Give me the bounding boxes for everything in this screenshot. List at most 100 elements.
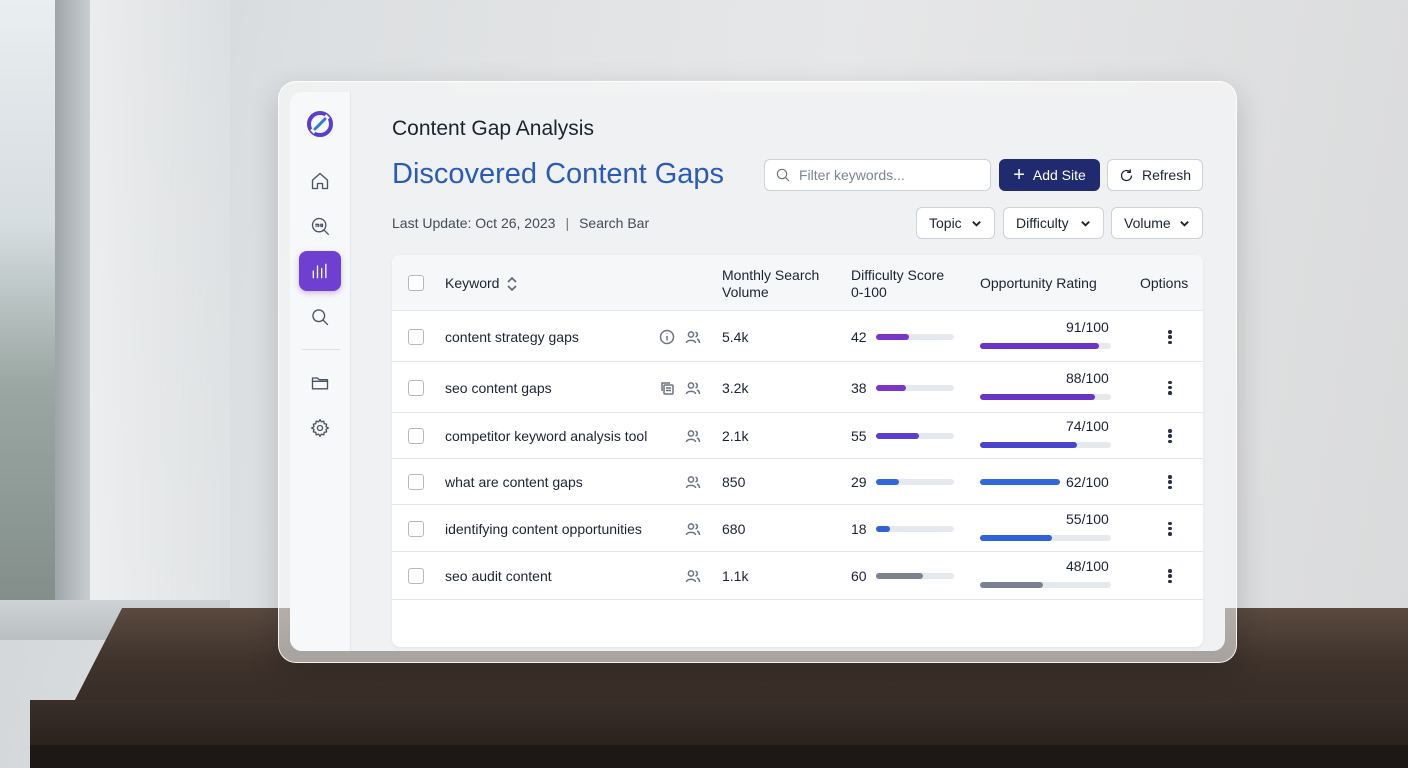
- header-monthly-search-volume[interactable]: Monthly Search Volume: [722, 267, 819, 301]
- users-icon[interactable]: [685, 428, 701, 444]
- header-volume-line1: Monthly Search: [722, 267, 820, 283]
- chevron-down-icon: [1180, 220, 1189, 227]
- add-site-button[interactable]: + Add Site: [999, 159, 1100, 191]
- row-checkbox[interactable]: [408, 568, 424, 584]
- refresh-icon: [1120, 168, 1133, 181]
- sidebar-item-search[interactable]: [299, 297, 341, 337]
- opportunity-value: 62/100: [1066, 474, 1109, 490]
- sidebar: [290, 92, 351, 651]
- opportunity-bar: [980, 343, 1111, 349]
- header-volume-line2: Volume: [722, 284, 769, 300]
- search-icon: [776, 168, 790, 182]
- logo-icon: [306, 110, 334, 138]
- last-update-text: Last Update: Oct 26, 2023: [392, 215, 556, 231]
- opportunity-bar-fill: [980, 534, 1053, 541]
- difficulty-bar: [876, 384, 954, 391]
- difficulty-value: 55: [851, 428, 867, 444]
- header-difficulty-score[interactable]: Difficulty Score 0-100: [851, 267, 944, 301]
- bar-chart-icon: [312, 263, 327, 279]
- topic-filter-label: Topic: [929, 215, 962, 231]
- search-bar-label: Search Bar: [579, 215, 650, 231]
- table-row[interactable]: identifying content opportunities 680 18 55…: [392, 505, 1203, 552]
- volume-cell: 680: [722, 520, 746, 537]
- opportunity-bar: [980, 534, 1111, 541]
- row-options-menu-icon[interactable]: [1162, 519, 1178, 539]
- opportunity-value: 88/100: [1066, 369, 1109, 386]
- search-input[interactable]: [799, 167, 979, 183]
- chevron-down-icon: [972, 220, 981, 227]
- table-row[interactable]: content strategy gaps 5.4k 42 91/100: [392, 312, 1203, 362]
- search-icon: [312, 309, 329, 326]
- info-icon[interactable]: [659, 329, 675, 345]
- row-options-menu-icon[interactable]: [1162, 378, 1178, 398]
- difficulty-bar-fill: [876, 573, 923, 579]
- background-desk-shadow: [30, 745, 1408, 768]
- difficulty-bar-fill: [876, 479, 899, 485]
- opportunity-value: 55/100: [1066, 510, 1109, 527]
- sidebar-item-seo[interactable]: [299, 206, 341, 246]
- volume-cell: 850: [722, 474, 746, 490]
- difficulty-bar: [876, 334, 954, 340]
- sidebar-divider: [302, 349, 340, 350]
- header-difficulty-line2: 0-100: [851, 284, 887, 300]
- header-difficulty-line1: Difficulty Score: [851, 267, 945, 283]
- opportunity-bar-fill: [980, 442, 1077, 448]
- header-keyword[interactable]: Keyword: [445, 275, 500, 291]
- sort-icon[interactable]: [506, 276, 518, 292]
- row-checkbox[interactable]: [408, 379, 424, 396]
- background-window-frame: [55, 0, 90, 640]
- header-opportunity-rating[interactable]: Opportunity Rating: [980, 275, 1097, 291]
- add-site-label: Add Site: [1032, 167, 1086, 183]
- meta-separator: |: [565, 215, 570, 231]
- row-checkbox[interactable]: [408, 329, 424, 345]
- refresh-button[interactable]: Refresh: [1107, 159, 1203, 191]
- keyword-cell: content strategy gaps: [445, 329, 579, 345]
- volume-cell: 5.4k: [722, 329, 749, 345]
- difficulty-bar: [876, 479, 954, 485]
- row-checkbox[interactable]: [408, 474, 424, 490]
- table-row[interactable]: seo content gaps 3.2k 38 88/100: [392, 362, 1203, 413]
- table-row[interactable]: competitor keyword analysis tool 2.1k 55 74…: [392, 413, 1203, 459]
- users-icon[interactable]: [685, 474, 701, 490]
- refresh-label: Refresh: [1141, 167, 1192, 183]
- keyword-table: Keyword Monthly Search Volume Difficulty…: [392, 255, 1203, 647]
- row-checkbox[interactable]: [408, 428, 424, 444]
- opportunity-bar: [980, 479, 1060, 485]
- users-icon[interactable]: [685, 329, 701, 345]
- row-checkbox[interactable]: [408, 520, 424, 537]
- difficulty-value: 29: [851, 474, 867, 490]
- opportunity-bar-fill: [980, 343, 1100, 349]
- difficulty-bar-fill: [876, 525, 891, 532]
- copy-icon[interactable]: [659, 380, 675, 396]
- row-options-menu-icon[interactable]: [1162, 566, 1178, 586]
- opportunity-bar-fill: [980, 393, 1096, 400]
- sidebar-item-folders[interactable]: [299, 363, 341, 403]
- volume-filter-label: Volume: [1124, 215, 1171, 231]
- volume-filter-dropdown[interactable]: Volume: [1111, 207, 1203, 239]
- sidebar-item-settings[interactable]: [299, 408, 341, 448]
- users-icon[interactable]: [685, 521, 701, 537]
- row-options-menu-icon[interactable]: [1162, 426, 1178, 446]
- difficulty-filter-dropdown[interactable]: Difficulty: [1003, 207, 1104, 239]
- table-header: Keyword Monthly Search Volume Difficulty…: [392, 255, 1203, 311]
- sidebar-item-home[interactable]: [299, 161, 341, 201]
- main-content: Content Gap Analysis Discovered Content …: [351, 92, 1225, 651]
- home-icon: [311, 172, 329, 190]
- keyword-cell: seo content gaps: [445, 379, 552, 396]
- keyword-cell: identifying content opportunities: [445, 520, 642, 537]
- app-window: Content Gap Analysis Discovered Content …: [290, 92, 1225, 651]
- table-row[interactable]: what are content gaps 850 29 62/100: [392, 459, 1203, 505]
- table-row[interactable]: seo audit content 1.1k 60 48/100: [392, 552, 1203, 600]
- users-icon[interactable]: [685, 380, 701, 396]
- row-options-menu-icon[interactable]: [1162, 472, 1178, 492]
- topic-filter-dropdown[interactable]: Topic: [916, 207, 995, 239]
- difficulty-bar-fill: [876, 433, 919, 439]
- difficulty-bar: [876, 525, 954, 532]
- sidebar-item-analytics[interactable]: [299, 251, 341, 291]
- users-icon[interactable]: [685, 568, 701, 584]
- volume-cell: 1.1k: [722, 568, 749, 584]
- select-all-checkbox[interactable]: [408, 275, 424, 291]
- opportunity-value: 74/100: [1066, 418, 1109, 434]
- row-options-menu-icon[interactable]: [1162, 327, 1178, 347]
- search-field[interactable]: [764, 159, 991, 191]
